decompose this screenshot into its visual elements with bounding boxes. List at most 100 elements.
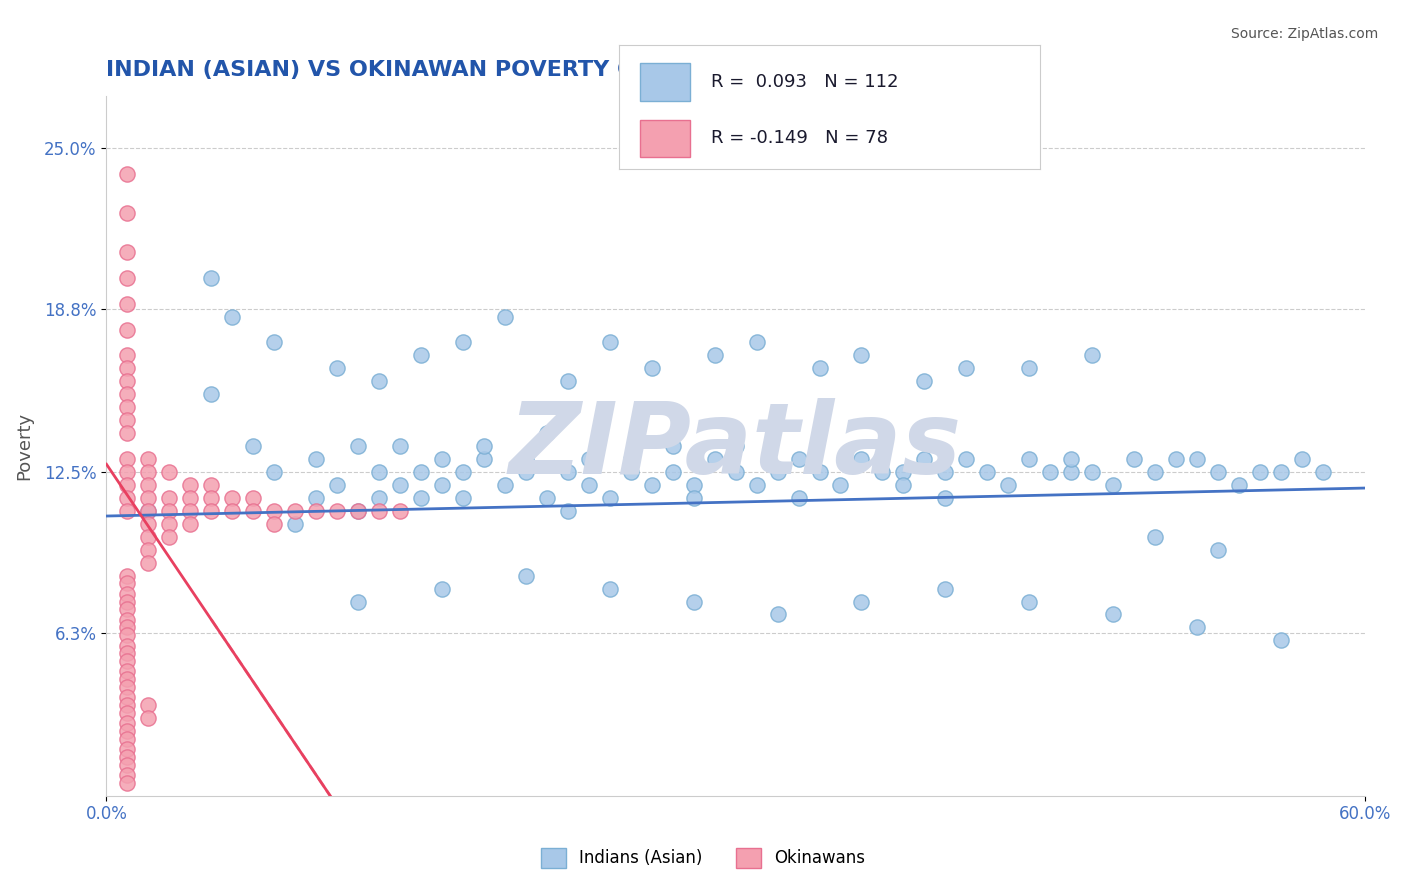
Point xyxy=(347,594,370,608)
Point xyxy=(934,582,956,596)
Point xyxy=(117,594,139,608)
Point xyxy=(409,348,432,362)
Point xyxy=(200,504,222,518)
Point xyxy=(851,452,873,467)
Point xyxy=(1060,452,1083,467)
Point xyxy=(430,452,453,467)
Point xyxy=(1206,542,1229,557)
Point xyxy=(138,530,160,544)
Point xyxy=(200,478,222,492)
Point xyxy=(620,452,643,467)
Point xyxy=(221,491,243,505)
Point xyxy=(389,439,412,453)
Point xyxy=(117,401,139,415)
Point xyxy=(138,478,160,492)
Point xyxy=(745,335,768,350)
Point xyxy=(557,375,579,389)
Point xyxy=(305,504,328,518)
Point xyxy=(494,310,516,324)
Point xyxy=(724,439,747,453)
Point xyxy=(138,452,160,467)
Point xyxy=(117,639,139,653)
Point xyxy=(242,504,264,518)
Point xyxy=(117,706,139,720)
Point xyxy=(117,504,139,518)
Point xyxy=(766,607,789,622)
Point xyxy=(200,491,222,505)
Point xyxy=(1102,478,1125,492)
Point xyxy=(117,387,139,401)
Point xyxy=(409,491,432,505)
Point xyxy=(536,491,558,505)
Point xyxy=(557,465,579,479)
Point xyxy=(893,465,915,479)
Point xyxy=(200,387,222,401)
Point xyxy=(138,504,160,518)
Point xyxy=(117,375,139,389)
Point xyxy=(157,530,180,544)
Point xyxy=(117,270,139,285)
Point xyxy=(1164,452,1187,467)
Point xyxy=(893,478,915,492)
Point xyxy=(766,465,789,479)
Point xyxy=(117,361,139,376)
Point xyxy=(368,504,391,518)
Point xyxy=(242,491,264,505)
Point xyxy=(117,750,139,764)
Point xyxy=(347,504,370,518)
Point xyxy=(347,439,370,453)
FancyBboxPatch shape xyxy=(640,120,690,157)
Point xyxy=(1144,465,1167,479)
Point xyxy=(242,439,264,453)
Point xyxy=(515,465,537,479)
Point xyxy=(179,478,201,492)
Point xyxy=(117,426,139,441)
Point xyxy=(117,716,139,731)
Point xyxy=(138,711,160,725)
Point xyxy=(955,452,977,467)
Point xyxy=(368,375,391,389)
Point xyxy=(1123,452,1146,467)
Point xyxy=(157,504,180,518)
Point xyxy=(1291,452,1313,467)
Point xyxy=(117,613,139,627)
Point xyxy=(641,478,664,492)
Point xyxy=(179,516,201,531)
Point xyxy=(117,742,139,756)
Point xyxy=(117,167,139,181)
Point xyxy=(221,310,243,324)
Point xyxy=(451,465,474,479)
Point xyxy=(1018,594,1040,608)
Point xyxy=(451,491,474,505)
Point xyxy=(117,672,139,686)
Point xyxy=(117,465,139,479)
Point xyxy=(138,491,160,505)
Point xyxy=(1039,465,1062,479)
Point xyxy=(472,452,495,467)
Point xyxy=(472,439,495,453)
Point xyxy=(117,757,139,772)
Point xyxy=(1102,607,1125,622)
Point xyxy=(138,516,160,531)
Point xyxy=(117,646,139,660)
Point xyxy=(703,348,725,362)
Y-axis label: Poverty: Poverty xyxy=(15,412,32,480)
Point xyxy=(138,465,160,479)
Point xyxy=(263,335,285,350)
Point xyxy=(620,465,643,479)
Point xyxy=(682,491,704,505)
Point xyxy=(117,576,139,591)
Point xyxy=(263,465,285,479)
Point xyxy=(557,504,579,518)
Point xyxy=(179,504,201,518)
Point xyxy=(389,478,412,492)
Point xyxy=(117,348,139,362)
Point xyxy=(787,491,810,505)
Text: INDIAN (ASIAN) VS OKINAWAN POVERTY CORRELATION CHART: INDIAN (ASIAN) VS OKINAWAN POVERTY CORRE… xyxy=(107,60,883,79)
Point xyxy=(661,465,683,479)
Point xyxy=(117,322,139,336)
Point xyxy=(787,452,810,467)
Point xyxy=(1185,620,1208,634)
Point xyxy=(117,680,139,694)
Point xyxy=(515,568,537,582)
